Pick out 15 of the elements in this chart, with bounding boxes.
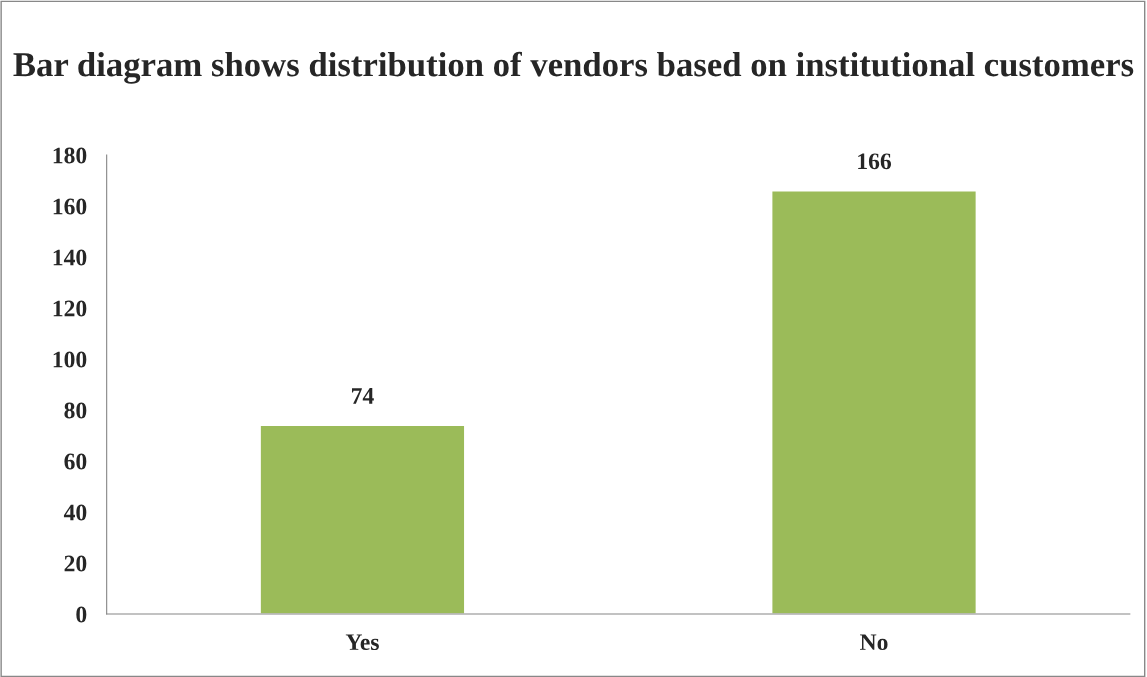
y-tick-label: 160 bbox=[53, 198, 87, 215]
y-tick-label: 120 bbox=[53, 300, 87, 317]
x-tick-label: Yes bbox=[345, 634, 379, 651]
y-tick-label: 80 bbox=[64, 402, 87, 419]
y-tick-label: 40 bbox=[63, 504, 87, 521]
y-tick-label: 180 bbox=[53, 147, 87, 164]
y-tick-label: 140 bbox=[53, 249, 87, 266]
y-tick-label: 0 bbox=[76, 606, 87, 623]
data-label: 74 bbox=[352, 388, 374, 404]
chart-title: Bar diagram shows distribution of vendors based on institutional customers bbox=[13, 51, 1134, 84]
x-tick-label: No bbox=[860, 634, 888, 651]
y-tick-label: 60 bbox=[64, 453, 87, 470]
data-label: 166 bbox=[858, 153, 892, 170]
y-tick-label: 100 bbox=[53, 351, 87, 368]
y-tick-label: 20 bbox=[64, 555, 87, 572]
